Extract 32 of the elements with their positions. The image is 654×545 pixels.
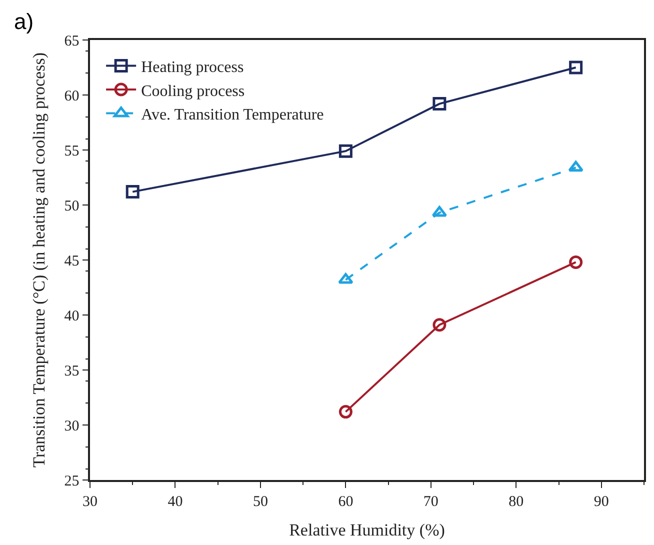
y-tick-label: 30	[64, 418, 80, 434]
x-tick-label: 40	[168, 494, 183, 510]
point	[568, 160, 584, 172]
y-tick-label: 65	[64, 33, 80, 50]
point	[569, 60, 583, 74]
point	[432, 318, 446, 332]
x-axis-title: Relative Humidity (%)	[289, 520, 445, 540]
legend-label: Cooling process	[141, 82, 245, 100]
x-tick-label: 80	[508, 494, 524, 510]
point	[569, 255, 583, 269]
x-tick-label: 90	[594, 494, 609, 510]
point	[338, 144, 352, 158]
y-tick-label: 25	[64, 473, 80, 490]
point	[432, 206, 448, 217]
y-tick-label: 60	[64, 88, 80, 104]
x-tick-label: 30	[82, 494, 98, 510]
y-tick-label: 35	[64, 363, 80, 380]
y-axis-title: Transition Temperature (°C) (in heating and cooling process)	[29, 52, 48, 468]
point	[126, 185, 140, 199]
point	[432, 97, 446, 111]
y-tick-label: 50	[64, 198, 80, 214]
y-tick-label: 55	[64, 143, 80, 160]
y-tick-label: 45	[64, 253, 80, 270]
y-tick-label: 40	[64, 308, 80, 324]
point	[338, 273, 354, 284]
text: a)	[14, 9, 34, 34]
legend-label: Heating process	[141, 58, 244, 76]
x-tick-label: 60	[338, 494, 354, 510]
x-tick-label: 50	[252, 494, 268, 510]
legend-label: Ave. Transition Temperature	[141, 106, 324, 124]
x-tick-label: 70	[423, 494, 438, 510]
point	[338, 405, 352, 419]
